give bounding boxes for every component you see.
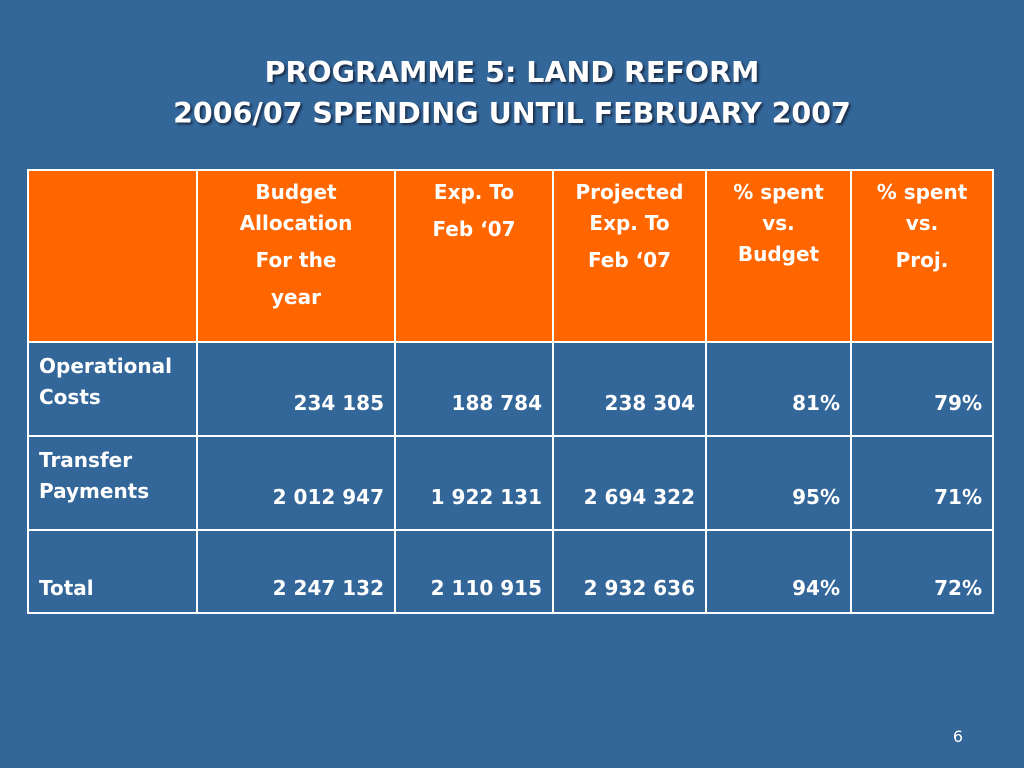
header-line: Feb ‘07 — [432, 217, 516, 241]
header-line: % spent — [876, 180, 968, 204]
cell-exp-to-feb: 188 784 — [394, 341, 554, 437]
cell-pct-vs-budget: 81% — [705, 341, 852, 437]
cell-pct-vs-proj: 79% — [850, 341, 994, 437]
header-line: % spent — [733, 180, 824, 204]
header-exp-to-feb: Exp. To Feb ‘07 — [394, 169, 554, 343]
header-line: vs. — [762, 211, 795, 235]
header-budget-allocation: Budget Allocation For the year — [196, 169, 396, 343]
cell-projected-exp: 2 932 636 — [552, 529, 707, 614]
title-line-2: 2006/07 SPENDING UNTIL FEBRUARY 2007 — [173, 97, 851, 130]
cell-pct-vs-proj: 72% — [850, 529, 994, 614]
cell-exp-to-feb: 2 110 915 — [394, 529, 554, 614]
table-row-operational-costs: Operational Costs 234 185 188 784 238 30… — [27, 341, 994, 437]
header-projected-exp: Projected Exp. To Feb ‘07 — [552, 169, 707, 343]
spending-table: Budget Allocation For the year Exp. To F… — [27, 169, 994, 614]
table-header-row: Budget Allocation For the year Exp. To F… — [27, 169, 994, 343]
header-line: Feb ‘07 — [587, 248, 672, 272]
header-line: Allocation — [239, 211, 353, 235]
header-line: Projected — [575, 180, 684, 204]
table-row-total: Total 2 247 132 2 110 915 2 932 636 94% … — [27, 529, 994, 614]
header-line: vs. — [905, 211, 939, 235]
cell-projected-exp: 2 694 322 — [552, 435, 707, 531]
cell-budget-allocation: 234 185 — [196, 341, 396, 437]
cell-pct-vs-budget: 94% — [705, 529, 852, 614]
row-label: Total — [27, 529, 198, 614]
slide-title: PROGRAMME 5: LAND REFORM 2006/07 SPENDIN… — [0, 52, 1024, 134]
header-line: For the — [255, 248, 337, 272]
cell-pct-vs-proj: 71% — [850, 435, 994, 531]
cell-budget-allocation: 2 247 132 — [196, 529, 396, 614]
table-row-transfer-payments: Transfer Payments 2 012 947 1 922 131 2 … — [27, 435, 994, 531]
header-line: Budget — [255, 180, 337, 204]
title-line-1: PROGRAMME 5: LAND REFORM — [264, 56, 760, 89]
header-line: Exp. To — [433, 180, 515, 204]
header-line: year — [271, 285, 321, 309]
cell-exp-to-feb: 1 922 131 — [394, 435, 554, 531]
cell-pct-vs-budget: 95% — [705, 435, 852, 531]
header-pct-spent-vs-budget: % spent vs. Budget — [705, 169, 852, 343]
header-cell-empty — [27, 169, 198, 343]
page-number: 6 — [952, 727, 963, 746]
cell-projected-exp: 238 304 — [552, 341, 707, 437]
row-label: Transfer Payments — [27, 435, 198, 531]
header-line: Budget — [737, 242, 820, 266]
header-line: Exp. To — [589, 211, 670, 235]
header-pct-spent-vs-proj: % spent vs. Proj. — [850, 169, 994, 343]
row-label: Operational Costs — [27, 341, 198, 437]
cell-budget-allocation: 2 012 947 — [196, 435, 396, 531]
header-line: Proj. — [895, 248, 949, 272]
